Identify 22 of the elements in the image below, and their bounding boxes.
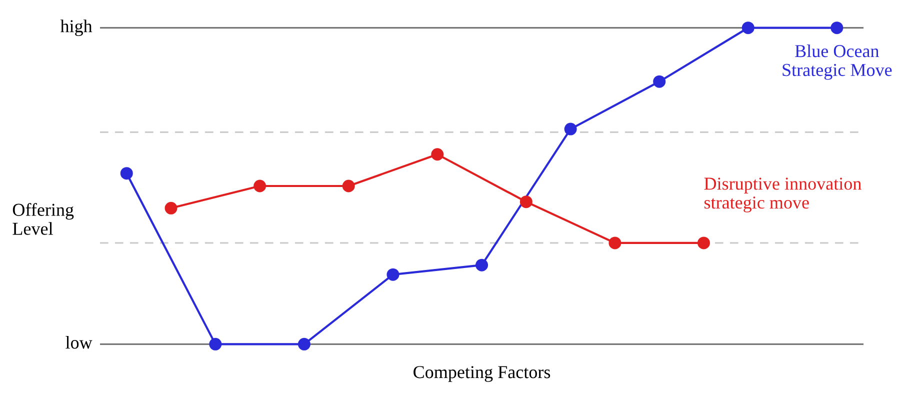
point [742, 22, 754, 34]
point [342, 180, 355, 192]
series-label: Disruptive innovation strategic move [704, 178, 862, 212]
point [120, 167, 133, 180]
point [164, 202, 178, 214]
point [386, 268, 400, 281]
point [520, 196, 532, 208]
x-axis-title: Competing Factors [414, 366, 550, 382]
ref-line-label: high [60, 20, 92, 36]
point [608, 236, 622, 250]
point [254, 180, 266, 192]
ref-line-label: low [66, 336, 92, 349]
point [209, 338, 222, 350]
point [476, 258, 488, 272]
point [830, 22, 844, 34]
series-label: Blue Ocean Strategic Move [782, 44, 892, 80]
point [431, 148, 444, 161]
point [298, 338, 310, 350]
point [697, 236, 710, 250]
point [653, 75, 666, 88]
y-axis-title: Offering Level [12, 203, 74, 235]
point [564, 122, 577, 136]
